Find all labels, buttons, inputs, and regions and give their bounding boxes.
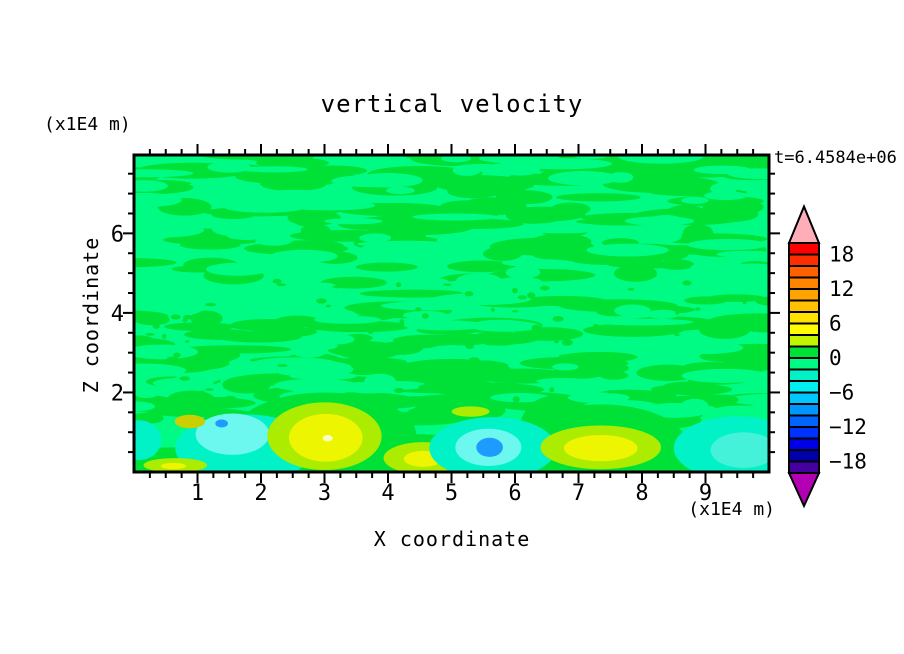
axis-ticks: [123, 144, 780, 483]
colorbar-band: [788, 311, 820, 325]
time-label: t=6.4584e+06: [774, 148, 897, 168]
contour-feature: [476, 437, 503, 457]
x-tick-label: 9: [699, 481, 712, 506]
colorbar-band: [788, 403, 820, 417]
colorbar-band: [788, 357, 820, 371]
x-tick-label: 3: [318, 481, 331, 506]
colorbar-band: [788, 380, 820, 394]
contour-feature: [215, 419, 228, 428]
colorbar-band: [788, 322, 820, 336]
colorbar: 18 12 6 0 −6 −12 −18: [787, 203, 867, 509]
x-tick-label: 4: [381, 481, 394, 506]
colorbar-tick-label: 0: [829, 346, 842, 370]
contour-feature: [322, 435, 333, 442]
contour-feature: [563, 435, 638, 462]
colorbar-tick-label: 6: [829, 312, 842, 336]
x-tick-label: 2: [254, 481, 267, 506]
x-tick-label: 8: [635, 481, 648, 506]
colorbar-band: [788, 265, 820, 279]
contour-feature: [160, 462, 187, 470]
colorbar-under-arrow: [787, 472, 821, 509]
x-axis-label: X coordinate: [373, 527, 531, 551]
colorbar-band: [788, 288, 820, 302]
z-tick-label: 6: [111, 222, 124, 247]
x-axis-unit-label: (x1E4 m): [688, 499, 775, 520]
colorbar-tick-label: 18: [829, 243, 854, 267]
colorbar-band: [788, 391, 820, 405]
colorbar-band: [788, 414, 820, 428]
colorbar-tick-label: −18: [829, 450, 867, 474]
contour-feature: [134, 420, 162, 461]
colorbar-tick-label: −12: [829, 415, 867, 439]
colorbar-over-arrow: [787, 203, 821, 244]
contour-field: [134, 155, 769, 472]
colorbar-band: [788, 460, 820, 474]
colorbar-band: [788, 437, 820, 451]
x-tick-label: 1: [191, 481, 204, 506]
colorbar-band: [788, 276, 820, 290]
contour-feature: [710, 432, 769, 469]
z-axis-unit-label: (x1E4 m): [44, 114, 131, 135]
z-tick-label: 2: [111, 381, 124, 406]
colorbar-band: [788, 253, 820, 267]
plot-title: vertical velocity: [320, 90, 584, 118]
colorbar-tick-label: −6: [829, 381, 854, 405]
x-tick-label: 5: [445, 481, 458, 506]
contour-feature: [451, 406, 490, 417]
colorbar-tick-label: 12: [829, 277, 854, 301]
colorbar-band: [788, 334, 820, 348]
z-tick-label: 4: [111, 302, 124, 327]
x-tick-label: 7: [572, 481, 585, 506]
colorbar-band: [788, 449, 820, 463]
colorbar-band: [788, 368, 820, 382]
colorbar-band: [788, 426, 820, 440]
colorbar-band: [788, 345, 820, 359]
colorbar-band: [788, 242, 820, 256]
contour-feature: [195, 413, 270, 455]
colorbar-band: [788, 299, 820, 313]
contour-feature: [174, 414, 206, 429]
x-tick-label: 6: [508, 481, 521, 506]
